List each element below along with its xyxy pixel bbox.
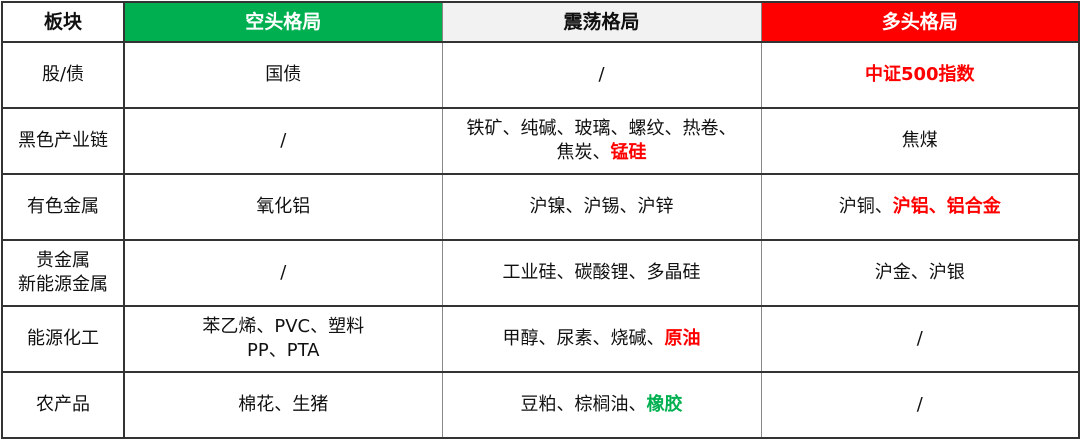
cell-line: 沪镍、沪锡、沪锌 xyxy=(449,195,755,219)
cell-line: / xyxy=(768,327,1073,351)
bull-cell: 沪铜、沪铝、铝合金 xyxy=(760,173,1080,241)
cell-line: 沪金、沪银 xyxy=(768,261,1073,285)
sector-label: 贵金属 xyxy=(36,250,90,271)
bear-cell: 苯乙烯、PVC、塑料 PP、PTA xyxy=(123,305,443,373)
cell-line: 沪铜、沪铝、铝合金 xyxy=(768,195,1073,219)
item-text: 国债 xyxy=(265,64,302,85)
item-text: 沪镍、沪锡、沪锌 xyxy=(529,196,674,217)
cell-line: / xyxy=(131,129,436,153)
item-text: 沪金、沪银 xyxy=(874,262,965,283)
range-cell: / xyxy=(441,41,762,109)
sector-label: 黑色产业链 xyxy=(18,130,108,151)
cell-line: 苯乙烯、PVC、塑料 xyxy=(131,315,436,339)
sector-cell: 农产品 xyxy=(1,371,125,439)
highlighted-item: 锰硅 xyxy=(610,142,647,163)
table-row: 能源化工 苯乙烯、PVC、塑料 PP、PTA 甲醇、尿素、烧碱、原油 / xyxy=(1,305,1080,373)
item-text: 棉花、生猪 xyxy=(238,394,329,415)
sector-label: 股/债 xyxy=(41,64,85,85)
table-row: 有色金属 氧化铝 沪镍、沪锡、沪锌 沪铜、沪铝、铝合金 xyxy=(1,173,1080,241)
range-cell: 豆粕、棕榈油、橡胶 xyxy=(441,371,762,439)
item-text: 沪铜、 xyxy=(838,196,893,217)
item-text: 苯乙烯、PVC、塑料 xyxy=(202,316,365,337)
header-bull: 多头格局 xyxy=(760,1,1080,43)
cell-line: 中证500指数 xyxy=(768,63,1073,87)
table-row: 农产品 棉花、生猪 豆粕、棕榈油、橡胶 / xyxy=(1,371,1080,439)
item-text: / xyxy=(280,130,287,151)
sector-cell: 股/债 xyxy=(1,41,125,109)
cell-line: 工业硅、碳酸锂、多晶硅 xyxy=(449,261,755,285)
header-range: 震荡格局 xyxy=(441,1,762,43)
sector-cell: 有色金属 xyxy=(1,173,125,241)
item-text: PP、PTA xyxy=(247,340,320,361)
bull-cell: / xyxy=(760,305,1080,373)
bull-cell: 中证500指数 xyxy=(760,41,1080,109)
item-text: / xyxy=(916,328,923,349)
cell-line: 棉花、生猪 xyxy=(131,393,436,417)
item-text: 工业硅、碳酸锂、多晶硅 xyxy=(502,262,701,283)
header-sector: 板块 xyxy=(1,1,125,43)
bear-cell: 棉花、生猪 xyxy=(123,371,443,439)
highlighted-item: 沪铝、铝合金 xyxy=(892,196,1001,217)
item-text: 甲醇、尿素、烧碱、 xyxy=(502,328,665,349)
cell-line: 铁矿、纯碱、玻璃、螺纹、热卷、 xyxy=(449,117,755,141)
bull-cell: / xyxy=(760,371,1080,439)
highlighted-item: 中证500指数 xyxy=(864,64,975,85)
bear-cell: 氧化铝 xyxy=(123,173,443,241)
sector-label: 新能源金属 xyxy=(18,274,108,295)
header-bear: 空头格局 xyxy=(123,1,443,43)
highlighted-item: 橡胶 xyxy=(646,394,683,415)
table-row: 黑色产业链 / 铁矿、纯碱、玻璃、螺纹、热卷、 焦炭、锰硅 焦煤 xyxy=(1,107,1080,175)
sector-label: 有色金属 xyxy=(27,196,99,217)
bull-cell: 焦煤 xyxy=(760,107,1080,175)
cell-line: 国债 xyxy=(131,63,436,87)
cell-line: / xyxy=(768,393,1073,417)
item-text: 焦煤 xyxy=(901,130,938,151)
cell-line: 焦炭、锰硅 xyxy=(449,141,755,165)
header-row: 板块 空头格局 震荡格局 多头格局 xyxy=(1,1,1080,43)
sector-cell: 能源化工 xyxy=(1,305,125,373)
item-text: / xyxy=(916,394,923,415)
item-text: 氧化铝 xyxy=(256,196,311,217)
cell-line: 氧化铝 xyxy=(131,195,436,219)
item-text: 铁矿、纯碱、玻璃、螺纹、热卷、 xyxy=(466,118,737,139)
range-cell: 铁矿、纯碱、玻璃、螺纹、热卷、 焦炭、锰硅 xyxy=(441,107,762,175)
range-cell: 工业硅、碳酸锂、多晶硅 xyxy=(441,239,762,307)
cell-line: 甲醇、尿素、烧碱、原油 xyxy=(449,327,755,351)
table-row: 贵金属新能源金属 / 工业硅、碳酸锂、多晶硅 沪金、沪银 xyxy=(1,239,1080,307)
range-cell: 沪镍、沪锡、沪锌 xyxy=(441,173,762,241)
bear-cell: / xyxy=(123,107,443,175)
sector-label: 农产品 xyxy=(36,394,90,415)
cell-line: 豆粕、棕榈油、橡胶 xyxy=(449,393,755,417)
cell-line: PP、PTA xyxy=(131,339,436,363)
sector-label: 能源化工 xyxy=(27,328,99,349)
item-text: 豆粕、棕榈油、 xyxy=(520,394,647,415)
cell-line: / xyxy=(449,63,755,87)
item-text: / xyxy=(598,64,605,85)
bull-cell: 沪金、沪银 xyxy=(760,239,1080,307)
table-row: 股/债 国债 / 中证500指数 xyxy=(1,41,1080,109)
highlighted-item: 原油 xyxy=(664,328,701,349)
cell-line: 焦煤 xyxy=(768,129,1073,153)
sector-cell: 黑色产业链 xyxy=(1,107,125,175)
bear-cell: / xyxy=(123,239,443,307)
sector-cell: 贵金属 新能源金属 xyxy=(1,239,125,307)
bear-cell: 国债 xyxy=(123,41,443,109)
item-text: / xyxy=(280,262,287,283)
item-text: 焦炭、 xyxy=(556,142,611,163)
cell-line: / xyxy=(131,261,436,285)
range-cell: 甲醇、尿素、烧碱、原油 xyxy=(441,305,762,373)
